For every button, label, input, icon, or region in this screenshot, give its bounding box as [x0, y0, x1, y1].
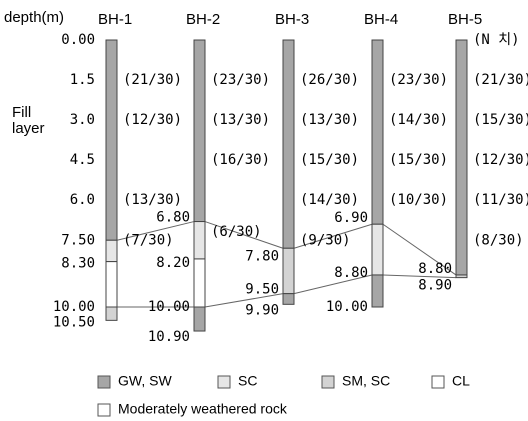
layer-boundary-depth-label: 8.20	[156, 255, 190, 271]
spt-value-label: (12/30)	[123, 112, 182, 128]
legend-swatch	[321, 375, 335, 389]
spt-value-label: (15/30)	[300, 152, 359, 168]
axis-depth-label: 3.0	[70, 112, 95, 128]
legend-item-sm_sc: SM, SC	[321, 373, 390, 389]
axis-depth-label: 10.50	[53, 314, 95, 330]
spt-value-label: (14/30)	[389, 112, 448, 128]
spt-value-label: (26/30)	[300, 72, 359, 88]
legend-item-cl: CL	[431, 373, 470, 389]
legend-label: GW, SW	[118, 373, 172, 389]
spt-value-label: (6/30)	[211, 224, 262, 240]
layer-boundary-depth-label: 9.90	[245, 302, 279, 318]
legend-swatch	[97, 375, 111, 389]
layer-boundary-depth-label: 8.80	[334, 265, 368, 281]
spt-value-label: (16/30)	[211, 152, 270, 168]
legend-swatch	[431, 375, 445, 389]
axis-depth-label: 1.5	[70, 72, 95, 88]
spt-value-label: (13/30)	[123, 192, 182, 208]
legend-label: SC	[238, 373, 257, 389]
spt-value-label: (7/30)	[123, 232, 174, 248]
soil-layer-gw_sw	[105, 39, 118, 241]
spt-value-label: (15/30)	[473, 112, 528, 128]
axis-depth-label: 7.50	[61, 232, 95, 248]
spt-value-label: (8/30)	[473, 232, 524, 248]
soil-layer-sc	[105, 239, 118, 263]
layer-correlation-lines	[116, 221, 457, 308]
depth-axis-title: depth(m)	[4, 9, 64, 26]
soil-layer-cl	[193, 258, 206, 308]
legend-item-gw_sw: GW, SW	[97, 373, 172, 389]
spt-value-label: (11/30)	[473, 192, 528, 208]
layer-boundary-depth-label: 6.80	[156, 210, 190, 226]
borehole-bh-3: BH-3 (26/30) (13/30) (15/30) (14/30) (9/30) 7.…	[245, 11, 359, 318]
borehole-bh-2: BH-2 (23/30) (13/30) (16/30) (6/30) 6.80 8.20 1…	[148, 11, 270, 345]
soil-layer-gw_sw	[371, 274, 384, 308]
borehole-bh-1: BH-1 (21/30) (12/30) (13/30) (7/30)	[98, 11, 182, 321]
spt-value-label: (21/30)	[473, 72, 528, 88]
borehole-id-label: BH-2	[186, 11, 220, 28]
legend: GW, SW SC SM, SC CL Moderately weathered roc…	[97, 373, 470, 417]
layer-boundary-depth-label: 9.50	[245, 282, 279, 298]
legend-swatch	[97, 403, 111, 417]
legend-item-rock: Moderately weathered rock	[97, 401, 288, 417]
legend-label: CL	[452, 373, 470, 389]
fill-layer-label-line2: layer	[12, 120, 45, 137]
spt-value-label: (9/30)	[300, 232, 351, 248]
layer-boundary-depth-label: 10.00	[148, 299, 190, 315]
axis-depth-label: 10.00	[53, 299, 95, 315]
spt-header-label: (N 치)	[473, 32, 520, 48]
spt-value-label: (23/30)	[389, 72, 448, 88]
layer-boundary-depth-label: 10.90	[148, 329, 190, 345]
soil-layer-sm_sc	[455, 274, 468, 279]
soil-layer-gw_sw	[282, 39, 295, 249]
borehole-id-label: BH-4	[364, 11, 398, 28]
fill-layer-label-line1: Fill	[12, 104, 31, 121]
axis-depth-label: 8.30	[61, 256, 95, 272]
axis-depth-label: 4.5	[70, 152, 95, 168]
layer-boundary-depth-label: 7.80	[245, 248, 279, 264]
soil-layer-gw_sw	[193, 39, 206, 223]
soil-layer-sm_sc	[282, 247, 295, 295]
borehole-id-label: BH-3	[275, 11, 309, 28]
soil-layer-gw_sw	[455, 39, 468, 276]
legend-label: Moderately weathered rock	[118, 401, 288, 417]
axis-depth-label: 0.00	[61, 32, 95, 48]
spt-value-label: (10/30)	[389, 192, 448, 208]
layer-boundary-depth-label: 10.00	[326, 299, 368, 315]
spt-value-label: (13/30)	[211, 112, 270, 128]
layer-boundary-depth-label: 6.90	[334, 210, 368, 226]
correlation-line	[116, 221, 457, 276]
axis-depth-label: 6.0	[70, 192, 95, 208]
soil-layer-gw_sw	[193, 306, 206, 332]
borehole-id-label: BH-1	[98, 11, 132, 28]
layer-boundary-depth-label: 8.80	[418, 261, 452, 277]
borehole-bh-4: BH-4 (23/30) (14/30) (15/30) (10/30) 6.90 8.80…	[326, 11, 448, 315]
soil-layer-sc	[193, 221, 206, 260]
soil-layer-gw_sw	[282, 293, 295, 305]
spt-value-label: (23/30)	[211, 72, 270, 88]
soil-layer-cl	[105, 261, 118, 308]
soil-layer-gw_sw	[371, 39, 384, 225]
spt-value-label: (21/30)	[123, 72, 182, 88]
spt-value-label: (15/30)	[389, 152, 448, 168]
layer-boundary-depth-label: 8.90	[418, 278, 452, 294]
legend-item-sc: SC	[217, 373, 257, 389]
soil-layer-sm_sc	[105, 306, 118, 321]
spt-value-label: (13/30)	[300, 112, 359, 128]
borehole-id-label: BH-5	[448, 11, 482, 28]
borehole-columns: BH-1 (21/30) (12/30) (13/30) (7/30) BH-2 (23/3…	[98, 11, 528, 345]
soil-layer-sc	[371, 223, 384, 276]
correlation-line	[117, 274, 457, 308]
borehole-bh-5: BH-5 (N 치) (21/30) (15/30) (12/30) (11/30) (8/…	[418, 11, 528, 294]
legend-label: SM, SC	[342, 373, 390, 389]
legend-swatch	[217, 375, 231, 389]
spt-value-label: (14/30)	[300, 192, 359, 208]
spt-value-label: (12/30)	[473, 152, 528, 168]
